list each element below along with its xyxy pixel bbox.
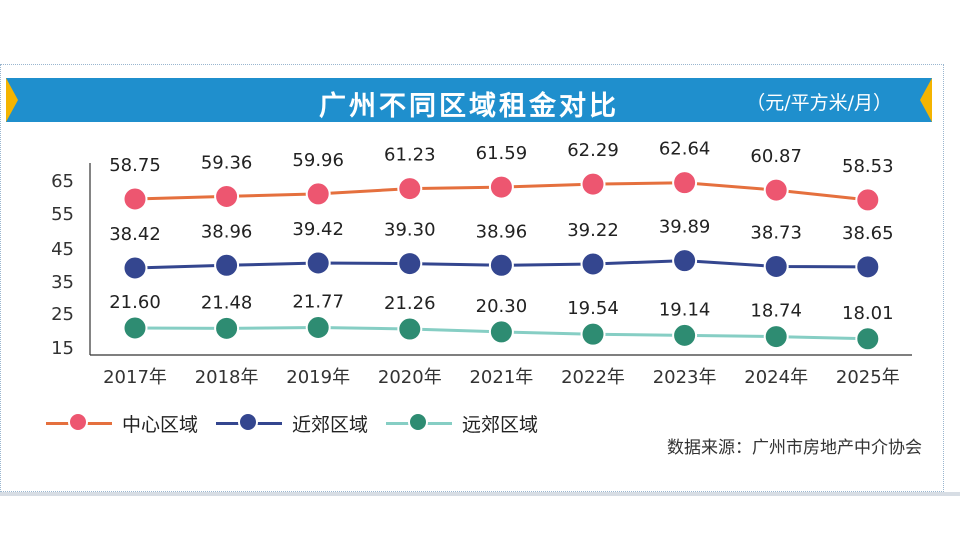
data-point-suburban [122,255,148,281]
x-tick-label: 2025年 [836,367,900,388]
data-label-center: 58.75 [109,155,161,176]
data-label-center: 59.96 [292,150,344,171]
data-point-outer [580,321,606,347]
data-point-outer [763,324,789,350]
data-label-outer: 19.54 [567,298,619,319]
data-point-center [122,186,148,212]
x-tick-label: 2020年 [378,367,442,388]
data-label-outer: 21.48 [201,292,253,313]
bottom-divider [0,492,960,496]
y-tick-label: 35 [51,272,74,293]
data-point-suburban [305,250,331,276]
data-label-suburban: 39.22 [567,220,619,241]
y-tick-label: 25 [51,304,74,325]
x-tick-label: 2023年 [653,367,717,388]
data-point-center [397,176,423,202]
data-point-center [580,171,606,197]
data-label-outer: 18.74 [750,301,802,322]
data-label-outer: 18.01 [842,303,894,324]
legend: 中心区域 近郊区域 远郊区域 [46,408,606,438]
data-point-suburban [397,251,423,277]
data-label-outer: 19.14 [659,299,711,320]
x-tick-label: 2017年 [103,367,167,388]
data-label-suburban: 38.96 [201,221,253,242]
y-tick-label: 55 [51,204,74,225]
chart-title: 广州不同区域租金对比 [319,91,619,122]
chart-unit: （元/平方米/月） [746,92,892,114]
data-label-suburban: 39.30 [384,220,436,241]
data-point-outer [672,322,698,348]
legend-marker-suburban [238,412,258,432]
title-banner: 广州不同区域租金对比 （元/平方米/月） [6,78,932,122]
data-point-center [488,174,514,200]
data-point-suburban [672,248,698,274]
data-point-outer [488,319,514,345]
data-point-outer [214,315,240,341]
x-tick-label: 2021年 [469,367,533,388]
x-tick-label: 2022年 [561,367,625,388]
data-point-center [672,170,698,196]
data-point-suburban [214,252,240,278]
y-tick-label: 45 [51,239,74,260]
data-point-outer [305,314,331,340]
data-point-suburban [763,253,789,279]
data-point-suburban [580,251,606,277]
legend-label-center: 中心区域 [122,414,199,436]
data-label-center: 59.36 [201,152,253,173]
data-point-center [305,181,331,207]
data-label-center: 60.87 [750,146,802,167]
legend-label-suburban: 近郊区域 [292,414,369,436]
x-tick-label: 2019年 [286,367,350,388]
legend-label-outer: 远郊区域 [462,414,539,436]
data-label-center: 62.64 [659,139,711,160]
data-label-center: 61.59 [476,143,528,164]
source-note: 数据来源：广州市房地产中介协会 [667,438,922,458]
data-label-center: 61.23 [384,145,436,166]
banner-left-tab [6,78,18,122]
data-label-suburban: 38.42 [109,224,161,245]
data-label-suburban: 39.42 [292,219,344,240]
data-label-outer: 21.26 [384,293,436,314]
y-tick-label: 15 [51,338,74,359]
data-label-outer: 20.30 [476,296,528,317]
data-label-suburban: 38.73 [750,222,802,243]
data-point-outer [397,316,423,342]
banner-right-tab [920,78,932,122]
data-point-center [763,177,789,203]
data-point-center [855,187,881,213]
y-tick-label: 65 [51,171,74,192]
legend-marker-center [68,412,88,432]
data-label-suburban: 38.96 [476,221,528,242]
x-tick-label: 2024年 [744,367,808,388]
data-point-outer [122,315,148,341]
data-label-suburban: 39.89 [659,217,711,238]
data-point-suburban [855,254,881,280]
data-point-suburban [488,252,514,278]
legend-marker-outer [408,412,428,432]
chart-frame [0,64,944,492]
data-label-center: 62.29 [567,140,619,161]
data-label-outer: 21.77 [292,291,344,312]
x-tick-label: 2018年 [195,367,259,388]
data-label-center: 58.53 [842,156,894,177]
data-point-outer [855,326,881,352]
data-label-outer: 21.60 [109,292,161,313]
data-label-suburban: 38.65 [842,223,894,244]
data-point-center [214,183,240,209]
